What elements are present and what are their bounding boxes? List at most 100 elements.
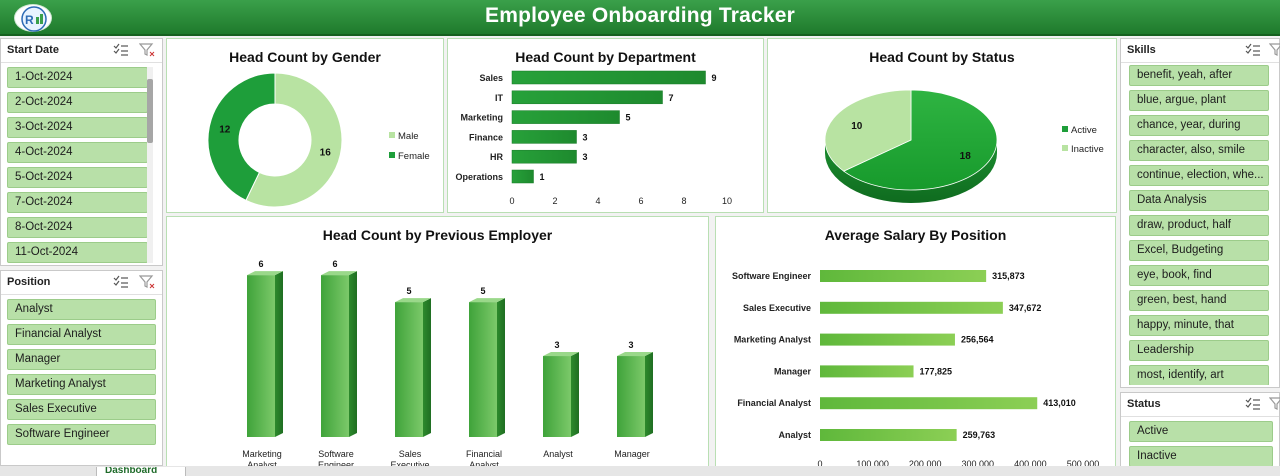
legend-label: Active	[1071, 125, 1097, 136]
slicer-item[interactable]: draw, product, half	[1129, 215, 1269, 236]
tick-label: 200,000	[909, 459, 942, 469]
legend-swatch	[1062, 145, 1068, 151]
status-slicer[interactable]: Status Active Inactive	[1120, 392, 1280, 468]
slicer-item[interactable]: Sales Executive	[7, 399, 156, 420]
bar	[511, 110, 620, 124]
slicer-item[interactable]: chance, year, during	[1129, 115, 1269, 136]
donut-slice	[245, 72, 343, 208]
donut-slice	[207, 72, 276, 202]
category-label: Finance	[469, 132, 503, 142]
slicer-item[interactable]: character, also, smile	[1129, 140, 1269, 161]
department-bar-chart: Sales 9 IT 7 Marketing 5 Finance 3 HR 3 Operations…	[455, 70, 732, 206]
column	[469, 302, 497, 437]
legend-label: Female	[398, 151, 430, 162]
category-label: Marketing	[460, 113, 503, 123]
data-label: 5	[406, 286, 411, 296]
slicer-item[interactable]: Data Analysis	[1129, 190, 1269, 211]
data-label: 3	[583, 132, 588, 142]
slicer-item[interactable]: green, best, hand	[1129, 290, 1269, 311]
clear-filter-icon[interactable]	[1268, 397, 1280, 411]
data-label: 6	[258, 259, 263, 269]
data-label: 7	[669, 93, 674, 103]
slicer-item[interactable]: 2-Oct-2024	[7, 92, 148, 113]
slicer-item[interactable]: most, identify, art	[1129, 365, 1269, 385]
chart-title: Head Count by Status	[869, 49, 1015, 65]
slicer-item[interactable]: continue, election, whe...	[1129, 165, 1269, 186]
column	[543, 356, 571, 437]
slicer-item[interactable]: Software Engineer	[7, 424, 156, 445]
slicer-item[interactable]: Inactive	[1129, 446, 1273, 467]
slicer-title: Skills	[1127, 44, 1156, 56]
column-top	[395, 298, 431, 303]
clear-filter-icon[interactable]	[138, 275, 155, 289]
bar	[511, 130, 577, 144]
position-slicer[interactable]: Position Analyst Financial Analyst Manag…	[0, 270, 163, 466]
slicer-item[interactable]: Manager	[7, 349, 156, 370]
slicer-item[interactable]: 4-Oct-2024	[7, 142, 148, 163]
slicer-item[interactable]: Marketing Analyst	[7, 374, 156, 395]
clear-filter-icon[interactable]	[1268, 43, 1280, 57]
column-side	[349, 271, 357, 437]
data-label: 1	[540, 172, 545, 182]
sheet-tab[interactable]: Dashboard	[96, 467, 186, 476]
slicer-scrollbar[interactable]	[147, 67, 153, 263]
multi-select-icon[interactable]	[113, 43, 129, 57]
column	[617, 356, 645, 437]
data-label: 347,672	[1009, 303, 1042, 313]
slicer-item[interactable]: Excel, Budgeting	[1129, 240, 1269, 261]
skills-slicer[interactable]: Skills benefit, yeah, after blue, argue,…	[1120, 38, 1280, 388]
slicer-header: Skills	[1121, 39, 1280, 63]
slicer-item[interactable]: Analyst	[7, 299, 156, 320]
multi-select-icon[interactable]	[113, 275, 129, 289]
tick-label: 10	[722, 196, 732, 206]
data-label: 3	[628, 340, 633, 350]
slicer-item[interactable]: 11-Oct-2024	[7, 242, 148, 263]
column-side	[497, 298, 505, 437]
pie-side	[825, 140, 997, 203]
slicer-item[interactable]: happy, minute, that	[1129, 315, 1269, 336]
slicer-item[interactable]: eye, book, find	[1129, 265, 1269, 286]
slicer-item[interactable]: Financial Analyst	[7, 324, 156, 345]
column-top	[543, 352, 579, 357]
column	[247, 275, 275, 437]
slicer-item[interactable]: Active	[1129, 421, 1273, 442]
slicer-item[interactable]: benefit, yeah, after	[1129, 65, 1269, 86]
bar	[820, 365, 914, 378]
clear-filter-icon[interactable]	[138, 43, 155, 57]
chart-title: Head Count by Previous Employer	[322, 227, 553, 243]
bar	[820, 397, 1038, 410]
slicer-item[interactable]: 8-Oct-2024	[7, 217, 148, 238]
multi-select-icon[interactable]	[1245, 43, 1261, 57]
column-side	[645, 352, 653, 437]
start-date-slicer[interactable]: Start Date 1-Oct-2024 2-Oct-2024 3-Oct-2…	[0, 38, 163, 266]
tick-label: 0	[509, 196, 514, 206]
bar	[511, 149, 577, 164]
slicer-item[interactable]: 5-Oct-2024	[7, 167, 148, 188]
slicer-items: Active Inactive	[1129, 421, 1273, 471]
tick-label: 4	[595, 196, 600, 206]
data-label: 3	[583, 152, 588, 162]
slicer-items: 1-Oct-2024 2-Oct-2024 3-Oct-2024 4-Oct-2…	[7, 67, 148, 267]
data-label: 177,825	[920, 366, 953, 376]
previous-employer-chart-panel: Head Count by Previous Employer 6 Marketi…	[166, 216, 709, 469]
category-label: Sales	[479, 73, 503, 83]
column-top	[617, 352, 653, 357]
slicer-item[interactable]: Leadership	[1129, 340, 1269, 361]
status-pie-chart: 18 10 Active Inactive	[824, 89, 1104, 203]
slicer-title: Position	[7, 276, 51, 288]
column-top	[469, 298, 505, 303]
pie-slice	[824, 89, 912, 172]
slicer-item[interactable]: 1-Oct-2024	[7, 67, 148, 88]
multi-select-icon[interactable]	[1245, 397, 1261, 411]
bar	[820, 301, 1003, 314]
slicer-item[interactable]: 3-Oct-2024	[7, 117, 148, 138]
category-label: Analyst	[469, 460, 499, 469]
previous-employer-column-chart: 6MarketingAnalyst6SoftwareEngineer5Sales…	[242, 259, 653, 469]
sheet-tab-label: Dashboard	[105, 467, 158, 476]
slicer-item[interactable]: 7-Oct-2024	[7, 192, 148, 213]
legend-swatch	[389, 152, 395, 158]
slicer-item[interactable]: blue, argue, plant	[1129, 90, 1269, 111]
slicer-title: Status	[1127, 398, 1161, 410]
scroll-thumb[interactable]	[147, 79, 153, 143]
